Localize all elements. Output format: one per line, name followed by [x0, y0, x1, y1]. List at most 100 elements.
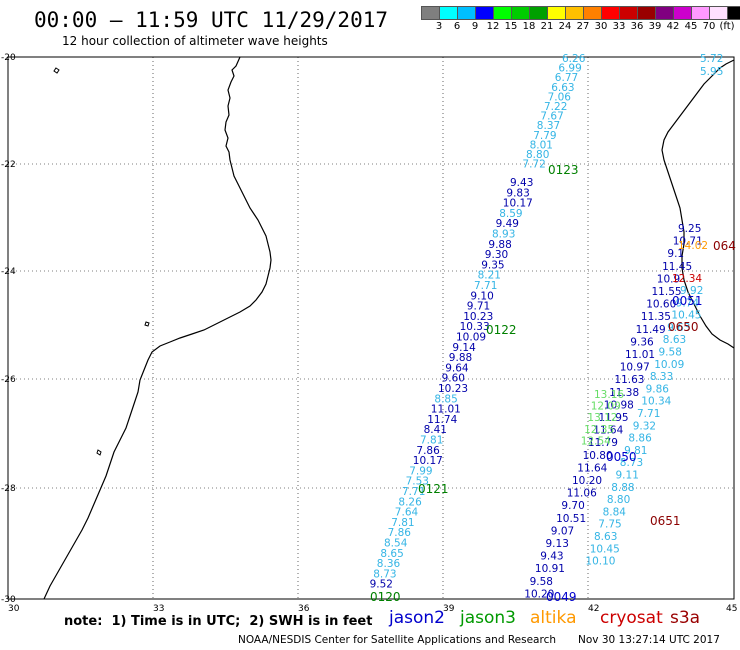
swh-value: 10.60 [646, 299, 676, 311]
swh-value: 11.01 [625, 349, 655, 361]
lat-tick-label: -30 [1, 595, 16, 605]
swh-value: 9.30 [485, 249, 508, 261]
map-frame [7, 56, 735, 600]
pass-number-label: 0121 [418, 482, 449, 496]
color-tick-label: 36 [630, 21, 644, 32]
legend-entry-cryosat: cryosat [600, 608, 663, 628]
color-swatch [494, 6, 512, 20]
map-title: 00:00 – 11:59 UTC 11/29/2017 [34, 8, 389, 32]
lat-tick-label: -20 [1, 53, 16, 63]
color-swatch [548, 6, 566, 20]
swh-value: 13.16 [594, 389, 624, 401]
swh-value: 8.63 [594, 531, 617, 543]
legend-entry-jason3: jason3 [460, 608, 516, 628]
lon-tick-label: 45 [726, 604, 737, 614]
generation-timestamp: Nov 30 13:27:14 UTC 2017 [578, 634, 720, 646]
footnote: note: 1) Time is in UTC; 2) SWH is in fe… [64, 614, 373, 629]
swh-value: 5.72 [700, 53, 723, 65]
color-swatch [692, 6, 710, 20]
pass-number-label: 0049 [546, 590, 577, 604]
swh-value: 7.72 [522, 159, 545, 171]
swh-value: 9.58 [530, 576, 553, 588]
swh-value: 11.35 [641, 311, 671, 323]
swh-value: 11.01 [431, 404, 461, 416]
swh-value: 7.81 [420, 435, 443, 447]
swh-value: 12.35 [584, 424, 614, 436]
color-tick-label: 21 [540, 21, 554, 32]
swh-value: 11.49 [636, 324, 666, 336]
lat-lon-grid [8, 57, 734, 599]
color-tick-label: 6 [453, 21, 461, 32]
pass-number-label: 0120 [370, 590, 401, 604]
swh-value: 10.9 [657, 273, 680, 285]
swh-value: 7.79 [533, 130, 556, 142]
swh-value: 13.12 [587, 412, 617, 424]
swh-value: 9.70 [561, 500, 584, 512]
credit-text: NOAA/NESDIS Center for Satellite Applica… [238, 634, 556, 646]
swh-value: 11.74 [427, 414, 457, 426]
swh-value: 8.01 [530, 139, 553, 151]
legend-entry-jason2: jason2 [389, 608, 445, 628]
color-swatch [728, 6, 740, 20]
swh-value: 6.99 [558, 63, 581, 75]
color-swatch [476, 6, 494, 20]
swh-value: 10.80 [583, 450, 613, 462]
swh-value: 12.09 [591, 401, 621, 413]
swh-value: 8.37 [537, 120, 560, 132]
color-tick-label: 12 [486, 21, 500, 32]
swh-value: 14.02 [678, 240, 708, 252]
color-tick-label: 45 [684, 21, 698, 32]
swh-value: 9.60 [442, 373, 465, 385]
swh-value: 8.73 [373, 568, 396, 580]
swh-value: 10.23 [463, 311, 493, 323]
swh-value: 8.73 [620, 457, 643, 469]
pass-number-label: 064 [713, 239, 736, 253]
swh-value: 9.81 [624, 445, 647, 457]
swh-value: 6.77 [555, 72, 578, 84]
small-island [53, 67, 60, 74]
color-swatch [566, 6, 584, 20]
swh-value: 9.07 [551, 525, 574, 537]
swh-value: 5.95 [700, 66, 723, 78]
swh-value: 8.86 [628, 433, 652, 445]
swh-value: 12.54 [581, 435, 611, 447]
small-island [96, 449, 102, 456]
color-swatch [530, 6, 548, 20]
color-swatch [421, 6, 440, 20]
swh-value: 9.64 [445, 362, 469, 374]
swh-value: 9.1 [667, 248, 684, 260]
swh-value: 7.71 [402, 486, 425, 498]
swh-value: 9.86 [646, 383, 670, 395]
swh-value: 9.52 [370, 579, 393, 591]
swh-value: 6.63 [551, 82, 574, 94]
swh-value: 7.71 [474, 280, 497, 292]
swh-value: 9.43 [540, 551, 563, 563]
lon-tick-label: 42 [588, 604, 599, 614]
color-swatch [656, 6, 674, 20]
swh-value: 9.32 [633, 420, 656, 432]
pass-number-label: 0050 [606, 450, 637, 464]
y-axis-labels: -20 -22 -24 -26 -28 -30 [1, 53, 16, 605]
color-tick-label: (ft) [719, 21, 735, 32]
color-swatch [674, 6, 692, 20]
swh-value: 10.45 [590, 543, 620, 555]
pass-number-label: 0123 [548, 163, 579, 177]
swh-value: 9.74 [676, 297, 700, 309]
swh-value: 10.97 [620, 362, 650, 374]
lon-tick-label: 36 [298, 604, 310, 614]
madagascar-coastline [661, 59, 735, 349]
pass-number-label: 0122 [486, 323, 517, 337]
x-axis-labels: 30 33 36 39 42 45 [8, 604, 737, 614]
swh-value: 10.10 [585, 556, 615, 568]
swh-value: 9.49 [496, 218, 519, 230]
swh-value: 11.55 [652, 286, 682, 298]
swh-value: 8.93 [492, 229, 515, 241]
swh-value: 8.88 [611, 482, 634, 494]
swh-value: 9.10 [470, 290, 493, 302]
swh-value: 9.83 [506, 187, 529, 199]
legend-entry-altika: altika [530, 608, 577, 628]
swh-value: 11.06 [567, 488, 597, 500]
swh-value: 9.92 [680, 285, 703, 297]
lat-tick-label: -28 [1, 484, 16, 494]
